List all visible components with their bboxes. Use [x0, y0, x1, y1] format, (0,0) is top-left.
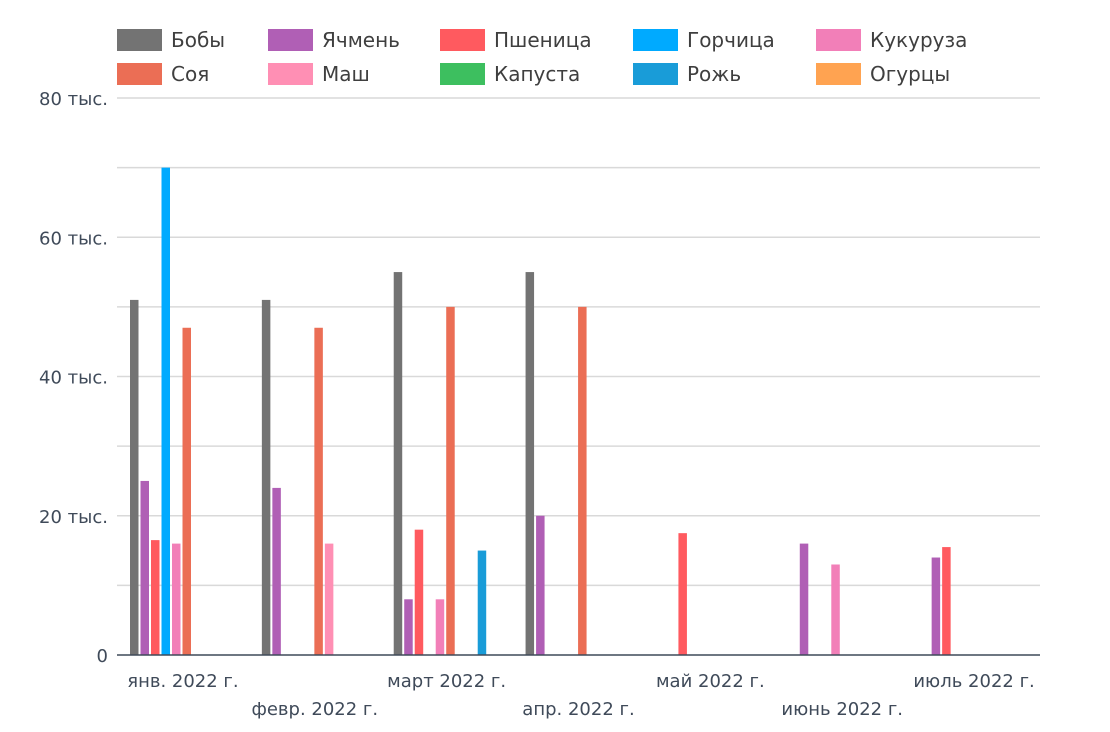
- bar[interactable]: [182, 327, 192, 655]
- x-tick-label: июль 2022 г.: [913, 671, 1034, 692]
- legend-item[interactable]: Горчица: [633, 28, 775, 52]
- bar[interactable]: [314, 327, 323, 655]
- legend-item[interactable]: Ячмень: [268, 28, 400, 52]
- x-axis: янв. 2022 г. февр. 2022 г. март 2022 г. апр…: [117, 654, 1040, 720]
- bar[interactable]: [161, 167, 171, 655]
- y-tick-label: 40 тыс.: [39, 368, 108, 389]
- legend-label: Капуста: [494, 62, 580, 86]
- bar[interactable]: [393, 272, 403, 655]
- legend-swatch: [633, 63, 678, 85]
- bar[interactable]: [525, 272, 535, 655]
- bar[interactable]: [477, 550, 487, 655]
- bar[interactable]: [446, 306, 455, 655]
- bar[interactable]: [831, 564, 840, 655]
- bar[interactable]: [140, 480, 150, 655]
- y-tick-label: 60 тыс.: [39, 228, 108, 249]
- x-tick-label: март 2022 г.: [387, 671, 506, 692]
- legend-item[interactable]: Огурцы: [816, 62, 950, 86]
- legend-swatch: [440, 63, 485, 85]
- bar[interactable]: [678, 533, 687, 655]
- bar[interactable]: [130, 299, 139, 655]
- bar[interactable]: [414, 529, 424, 655]
- legend-swatch: [117, 29, 162, 51]
- legend-swatch: [440, 29, 485, 51]
- y-tick-label: 20 тыс.: [39, 507, 108, 528]
- legend-item[interactable]: Маш: [268, 62, 370, 86]
- legend-label: Горчица: [687, 28, 775, 52]
- legend-item[interactable]: Рожь: [633, 62, 741, 86]
- legend-label: Огурцы: [870, 62, 950, 86]
- x-tick-label: апр. 2022 г.: [522, 699, 634, 720]
- bar[interactable]: [172, 543, 181, 655]
- legend-label: Ячмень: [322, 28, 400, 52]
- legend-label: Пшеница: [494, 28, 592, 52]
- legend-swatch: [816, 29, 861, 51]
- legend-swatch: [816, 63, 861, 85]
- bar[interactable]: [261, 299, 271, 655]
- bar[interactable]: [942, 547, 951, 655]
- legend-label: Соя: [171, 62, 209, 86]
- legend-swatch: [633, 29, 678, 51]
- bar[interactable]: [151, 540, 160, 655]
- legend-swatch: [268, 29, 313, 51]
- legend-item[interactable]: Кукуруза: [816, 28, 967, 52]
- x-tick-label: июнь 2022 г.: [781, 699, 903, 720]
- legend-swatch: [117, 63, 162, 85]
- legend-label: Кукуруза: [870, 28, 967, 52]
- x-tick-label: янв. 2022 г.: [127, 671, 238, 692]
- bar[interactable]: [578, 306, 587, 655]
- y-axis: 0 20 тыс. 40 тыс. 60 тыс. 80 тыс.: [39, 89, 108, 667]
- bar[interactable]: [931, 557, 941, 655]
- x-tick-label: май 2022 г.: [656, 671, 765, 692]
- legend-label: Маш: [322, 62, 370, 86]
- legend-item[interactable]: Пшеница: [440, 28, 592, 52]
- legend: Бобы Ячмень Пшеница Горчица Кукуруза Соя Маш Ка…: [117, 28, 967, 86]
- bar[interactable]: [799, 543, 809, 655]
- legend-item[interactable]: Капуста: [440, 62, 580, 86]
- y-tick-label: 80 тыс.: [39, 89, 108, 110]
- legend-swatch: [268, 63, 313, 85]
- bars: [130, 167, 951, 655]
- legend-label: Рожь: [687, 62, 741, 86]
- bar[interactable]: [536, 515, 545, 655]
- legend-label: Бобы: [171, 28, 225, 52]
- legend-item[interactable]: Соя: [117, 62, 209, 86]
- bar[interactable]: [404, 599, 413, 655]
- bar[interactable]: [324, 543, 334, 655]
- bar[interactable]: [435, 599, 445, 655]
- bar[interactable]: [272, 487, 281, 655]
- y-tick-label: 0: [97, 646, 108, 667]
- legend-item[interactable]: Бобы: [117, 28, 225, 52]
- x-tick-label: февр. 2022 г.: [251, 699, 378, 720]
